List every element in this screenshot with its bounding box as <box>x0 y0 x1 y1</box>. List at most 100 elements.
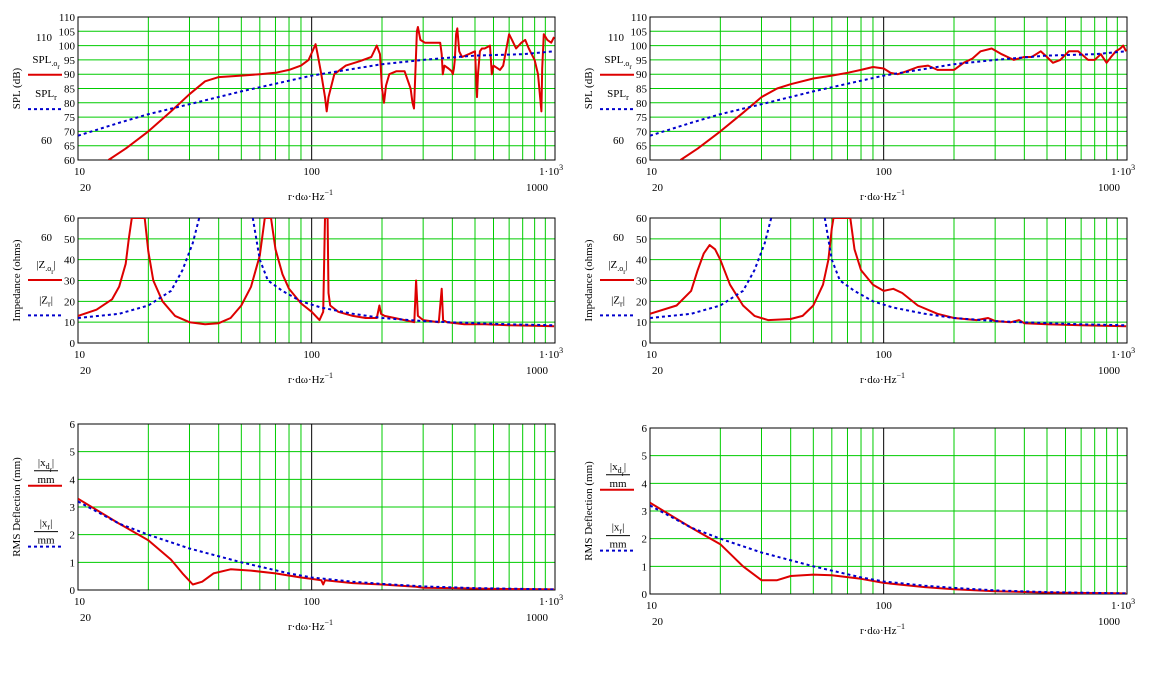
reference-curve <box>78 50 555 137</box>
x-axis-label: r·dω·Hz−1 <box>288 188 333 203</box>
legend-label: |xdr| <box>610 461 626 478</box>
x-tick-label: 100 <box>303 596 320 608</box>
spl-left-frame <box>77 16 556 161</box>
measured-curve <box>650 218 1127 328</box>
x-tick-label: 1000 <box>1098 616 1121 628</box>
x-tick-label: 100 <box>303 349 320 361</box>
legend-label: |xdr| <box>38 457 54 474</box>
y-axis-label: Impedance (ohms) <box>11 239 23 321</box>
y-tick-label: 60 <box>636 213 648 225</box>
y-tick-label: 105 <box>631 26 648 38</box>
xd-right-frame <box>649 427 1128 595</box>
y-tick-label: 110 <box>59 12 76 24</box>
y-extra-label: 60 <box>613 232 625 244</box>
y-tick-label: 5 <box>70 447 76 459</box>
y-tick-label: 80 <box>636 98 648 110</box>
xd-right-chart: 0 1 2 3 4 5 6 10 100 1·103 20 1000 r·dω·Hz−1 RMS Defl… <box>583 423 1135 637</box>
y-tick-label: 50 <box>64 234 76 246</box>
y-tick-label: 30 <box>636 276 648 288</box>
xd-right-series <box>650 501 1127 594</box>
measured-curve <box>679 44 1127 160</box>
y-axis-label: SPL (dB) <box>583 67 595 109</box>
y-axis-label: RMS Deflection (mm) <box>11 457 23 557</box>
y-extra-label: 60 <box>41 232 53 244</box>
spl-right-frame <box>649 16 1128 161</box>
spl-left-legend: SPL.or SPLr <box>28 54 62 111</box>
spl-right-grid <box>649 16 1127 161</box>
x-tick-label: 20 <box>80 182 92 194</box>
x-tick-label: 1·103 <box>1111 346 1135 361</box>
x-tick-label: 20 <box>80 612 92 624</box>
y-tick-label: 10 <box>64 317 76 329</box>
y-tick-label: 40 <box>64 255 76 267</box>
x-tick-label: 10 <box>646 349 658 361</box>
y-tick-label: 75 <box>636 112 648 124</box>
y-axis-label: SPL (dB) <box>11 67 23 109</box>
y-tick-label: 60 <box>64 213 76 225</box>
y-tick-label: 75 <box>64 112 76 124</box>
spl-left-grid <box>77 16 555 161</box>
spl-right-legend: SPL.or SPLr <box>600 54 634 111</box>
x-tick-label: 10 <box>646 600 658 612</box>
imp-right-series <box>650 218 1127 328</box>
y-tick-label: 60 <box>64 155 76 167</box>
y-tick-label: 6 <box>642 423 648 435</box>
imp-left-legend: |Z.or| |Zr| <box>28 259 62 317</box>
x-tick-label: 1000 <box>1098 182 1121 194</box>
y-tick-label: 110 <box>631 12 648 24</box>
legend-unit: mm <box>609 478 627 490</box>
x-tick-label: 20 <box>80 365 92 377</box>
xd-left-frame <box>77 423 556 591</box>
x-axis-label: r·dω·Hz−1 <box>860 371 905 386</box>
x-tick-label: 10 <box>74 166 86 178</box>
legend-label: SPLr <box>35 88 57 102</box>
spl-right-series <box>650 44 1127 160</box>
y-tick-label: 4 <box>642 478 648 490</box>
y-extra-label: 60 <box>41 135 53 147</box>
y-tick-label: 50 <box>636 234 648 246</box>
xd-left-grid <box>77 423 555 591</box>
y-tick-label: 100 <box>59 41 76 53</box>
y-tick-label: 95 <box>636 55 648 67</box>
legend-label: SPLr <box>607 88 629 102</box>
y-tick-label: 90 <box>64 69 76 81</box>
x-tick-label: 1·103 <box>539 593 563 608</box>
reference-curve <box>251 218 555 327</box>
y-tick-label: 6 <box>70 419 76 431</box>
x-axis-label: r·dω·Hz−1 <box>860 188 905 203</box>
y-tick-label: 4 <box>70 474 76 486</box>
reference-curve <box>78 218 201 319</box>
y-tick-label: 3 <box>70 502 76 514</box>
imp-left-series <box>78 218 555 328</box>
y-tick-label: 3 <box>642 506 648 518</box>
measured-curve <box>107 26 555 160</box>
y-axis-label: Impedance (ohms) <box>583 239 595 321</box>
x-tick-label: 1000 <box>1098 365 1121 377</box>
y-tick-label: 20 <box>64 296 76 308</box>
legend-unit: mm <box>609 539 627 551</box>
spl-left-series <box>78 26 555 160</box>
x-tick-label: 100 <box>303 166 320 178</box>
y-tick-label: 85 <box>64 84 76 96</box>
x-tick-label: 10 <box>646 166 658 178</box>
legend-label: SPL.or <box>604 54 632 71</box>
y-tick-label: 2 <box>642 534 648 546</box>
y-extra-label: 110 <box>36 32 53 44</box>
x-axis-label: r·dω·Hz−1 <box>860 622 905 637</box>
xd-right-legend: |xdr|mm|xr|mm <box>600 461 634 552</box>
x-tick-label: 1·103 <box>539 346 563 361</box>
y-tick-label: 10 <box>636 317 648 329</box>
xd-left-series <box>78 497 555 590</box>
measured-curve <box>78 497 555 590</box>
xd-left-legend: |xdr|mm|xr|mm <box>28 457 62 548</box>
x-axis-label: r·dω·Hz−1 <box>288 618 333 633</box>
reference-curve <box>823 218 1127 327</box>
y-tick-label: 70 <box>636 126 648 138</box>
x-tick-label: 20 <box>652 365 664 377</box>
xd-right-grid <box>649 427 1127 595</box>
y-tick-label: 20 <box>636 296 648 308</box>
y-tick-label: 100 <box>631 41 648 53</box>
measured-curve <box>78 218 555 328</box>
